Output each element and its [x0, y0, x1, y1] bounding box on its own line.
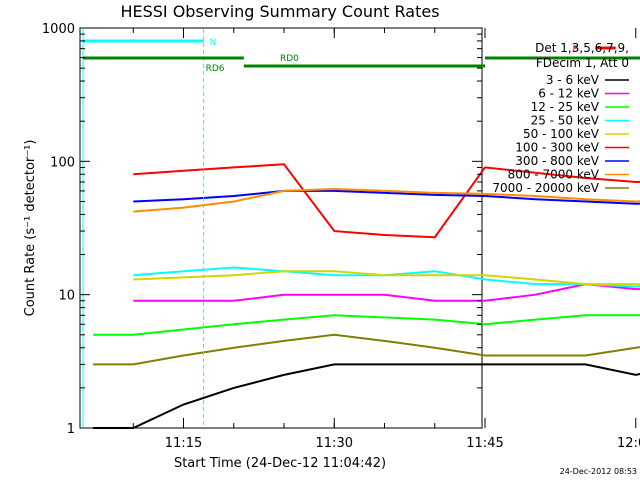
series-line	[133, 283, 640, 302]
series-line	[133, 163, 640, 239]
x-tick-label: 11:30	[316, 436, 353, 451]
legend-item-label: 6 - 12 keV	[538, 87, 600, 101]
legend-item-label: 12 - 25 keV	[531, 100, 600, 114]
x-axis-label: Start Time (24-Dec-12 11:04:42)	[174, 456, 386, 471]
x-tick-label: 11:15	[165, 436, 202, 451]
footer-timestamp: 24-Dec-2012 08:53	[560, 467, 637, 476]
series-layer	[93, 163, 640, 429]
legend-header-line-2: FDecim 1, Att 0	[536, 56, 629, 70]
series-line	[93, 363, 640, 429]
legend-item-label: 50 - 100 keV	[523, 127, 600, 141]
y-axis-label: Count Rate (s⁻¹ detector⁻¹)	[23, 140, 38, 317]
series-line	[93, 314, 640, 336]
series-line	[93, 333, 640, 366]
annotation-label: RD6	[206, 64, 225, 74]
y-tick-label: 1	[67, 422, 75, 437]
annotation-label: N	[210, 38, 217, 48]
series-line	[133, 270, 640, 286]
y-tick-label: 10	[58, 289, 75, 304]
x-tick-label: 12:00	[617, 436, 640, 451]
y-tick-label: 100	[50, 155, 75, 170]
chart-title: HESSI Observing Summary Count Rates	[120, 2, 439, 21]
annotation-layer: N F RD0 RD6	[82, 29, 640, 427]
plot-frame	[79, 27, 483, 429]
annotation-label: RD0	[280, 54, 299, 64]
series-line	[133, 187, 640, 213]
annotation-label: F	[572, 45, 577, 55]
legend-header-line-1: Det 1,3,5,6,7,9,	[535, 41, 629, 55]
legend-item-label: 25 - 50 keV	[531, 114, 600, 128]
x-tick-label: 11:45	[466, 436, 503, 451]
legend-item-label: 3 - 6 keV	[546, 73, 600, 87]
y-tick-label: 1000	[42, 22, 75, 37]
legend-item-label: 7000 - 20000 keV	[492, 181, 599, 195]
legend-item-label: 800 - 7000 keV	[508, 168, 600, 182]
legend-item-label: 300 - 800 keV	[515, 154, 599, 168]
legend-item-label: 100 - 300 keV	[515, 141, 599, 155]
